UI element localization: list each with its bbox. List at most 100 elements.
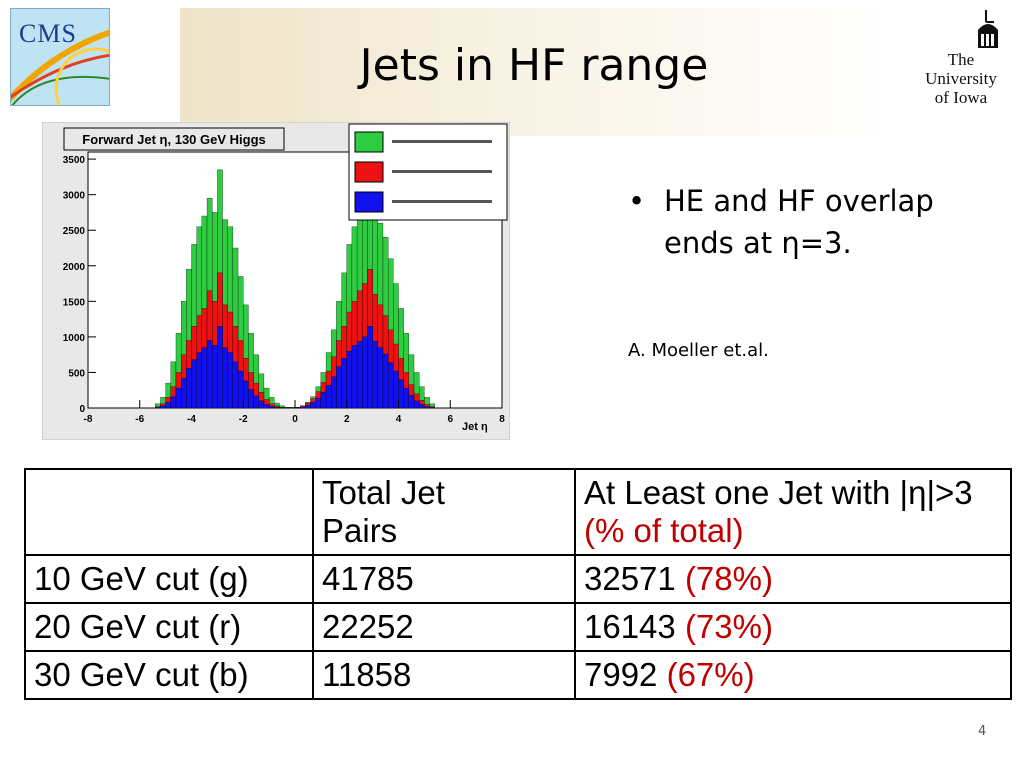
histogram-bar-series-2: [315, 397, 322, 409]
x-axis-label: Jet η: [462, 421, 488, 433]
table-header-row: Total Jet Pairs At Least one Jet with |η|…: [24, 468, 1012, 556]
legend-entry-green-illegible: [392, 140, 492, 143]
table-header-cell: Total Jet Pairs: [312, 468, 576, 556]
histogram-bar-series-2: [206, 340, 213, 409]
table-cell: 16143 (73%): [574, 602, 1012, 652]
histogram-bar-series-2: [419, 404, 425, 409]
histogram-bar-series-2: [346, 350, 353, 409]
histogram-bar-series-2: [227, 352, 234, 409]
histogram-bar-series-2: [367, 326, 373, 409]
x-tick-label: 6: [447, 414, 453, 425]
histogram-bar-series-2: [429, 407, 435, 409]
legend-swatch-red: [354, 161, 384, 183]
table-row: 20 GeV cut (r) 22252 16143 (73%): [24, 602, 1012, 652]
histogram-bar-series-2: [196, 352, 203, 409]
histogram-bar-series-2: [300, 406, 306, 409]
histogram-bar-series-2: [222, 347, 228, 409]
histogram-bar-series-2: [263, 404, 270, 409]
histogram-bar-series-2: [377, 347, 384, 409]
histogram-bar-series-2: [248, 389, 254, 409]
histogram-bar-series-2: [186, 368, 192, 409]
histogram-bar-series-2: [408, 395, 415, 409]
histogram-bar-series-2: [356, 341, 363, 409]
histogram-bar-series-2: [336, 366, 342, 409]
histogram-bar-series-2: [362, 336, 368, 409]
legend-entry-red-illegible: [392, 170, 492, 173]
histogram-bar-series-2: [232, 361, 239, 409]
title-banner: [180, 8, 888, 136]
histogram-bar-series-2: [393, 370, 399, 409]
y-tick-label: 500: [68, 368, 85, 379]
y-tick-label: 2500: [63, 226, 86, 237]
x-tick-label: 8: [499, 414, 505, 425]
x-tick-label: -6: [135, 414, 144, 425]
table-cell: 7992 (67%): [574, 650, 1012, 700]
bullet-item: • HE and HF overlap ends at η=3.: [628, 180, 1008, 264]
histogram-bar-series-2: [160, 405, 166, 409]
table-row: 10 GeV cut (g) 41785 32571 (78%): [24, 554, 1012, 604]
cms-logo: CMS: [10, 8, 110, 106]
y-tick-label: 3500: [63, 155, 86, 166]
table-header-cell: [24, 468, 314, 556]
chart-title: Forward Jet η, 130 GeV Higgs: [82, 132, 266, 147]
x-tick-label: 2: [344, 414, 350, 425]
university-of-iowa-logo: The University of Iowa: [908, 8, 1014, 120]
x-tick-label: -8: [84, 414, 93, 425]
histogram-bar-series-2: [341, 358, 347, 409]
histogram-bar-series-2: [403, 387, 409, 409]
histogram-bar-series-2: [212, 345, 218, 409]
histogram-svg: -8 -6 -4 -2 0 2 4 6 8 0 500 1000 1500 2000 2500 3000 350…: [41, 121, 511, 441]
histogram-bar-series-2: [274, 407, 280, 409]
y-tick-label: 1500: [63, 297, 86, 308]
y-tick-label: 2000: [63, 262, 86, 273]
histogram-bar-series-2: [243, 380, 249, 409]
table-header-cell: At Least one Jet with |η|>3 (% of total): [574, 468, 1012, 556]
histogram-bar-series-2: [413, 400, 420, 409]
histogram-bar-series-2: [165, 402, 171, 409]
y-tick-label: 0: [79, 404, 85, 415]
wordmark-line-1: The: [947, 50, 975, 69]
table-cell: 20 GeV cut (r): [24, 602, 314, 652]
x-tick-label: 4: [396, 414, 402, 425]
x-tick-label: -2: [239, 414, 248, 425]
histogram-bar-series-2: [310, 402, 316, 409]
histogram-bar-series-2: [170, 396, 177, 409]
table-cell: 22252: [312, 602, 576, 652]
cms-logo-text: CMS: [19, 19, 77, 48]
histogram-bar-series-2: [331, 376, 337, 409]
x-tick-label: 0: [292, 414, 298, 425]
histogram-bar-series-2: [201, 347, 208, 409]
cms-logo-graphic: [11, 29, 109, 105]
histogram-bar-series-2: [325, 385, 332, 409]
histogram-bar-series-2: [268, 406, 275, 409]
capitol-icon: [978, 10, 998, 48]
table-cell: 30 GeV cut (b): [24, 650, 314, 700]
wordmark-line-3: of Iowa: [934, 88, 988, 107]
y-tick-label: 3000: [63, 191, 86, 202]
histogram-bar-series-2: [398, 379, 404, 409]
histogram-bar-series-2: [424, 406, 430, 409]
histogram-bar-series-2: [237, 370, 244, 409]
histogram-bar-series-2: [191, 359, 197, 409]
histogram-bar-series-2: [155, 407, 161, 409]
histogram-bar-series-2: [175, 387, 182, 409]
bullet-text: HE and HF overlap ends at η=3.: [664, 184, 934, 260]
table-row: 30 GeV cut (b) 11858 7992 (67%): [24, 650, 1012, 700]
histogram-bar-series-2: [258, 400, 265, 409]
bullet-dot-icon: •: [628, 184, 646, 218]
table-cell: 41785: [312, 554, 576, 604]
forward-jet-eta-histogram: -8 -6 -4 -2 0 2 4 6 8 0 500 1000 1500 2000 2500 3000 350…: [41, 121, 511, 441]
university-of-iowa-wordmark: The University of Iowa: [908, 50, 1014, 107]
histogram-bar-series-2: [372, 341, 378, 409]
legend-box: [348, 123, 508, 221]
histogram-bar-series-2: [305, 405, 311, 409]
y-tick-label: 1000: [63, 333, 86, 344]
jet-pairs-table: Total Jet Pairs At Least one Jet with |η|…: [24, 468, 1012, 700]
wordmark-line-2: University: [925, 69, 997, 88]
legend-swatch-blue: [354, 191, 384, 213]
slide-title: Jets in HF range: [359, 40, 709, 91]
table-cell: 11858: [312, 650, 576, 700]
histogram-bar-series-2: [180, 377, 187, 409]
author-credit: A. Moeller et.al.: [628, 340, 769, 361]
histogram-bar-series-2: [387, 362, 394, 409]
